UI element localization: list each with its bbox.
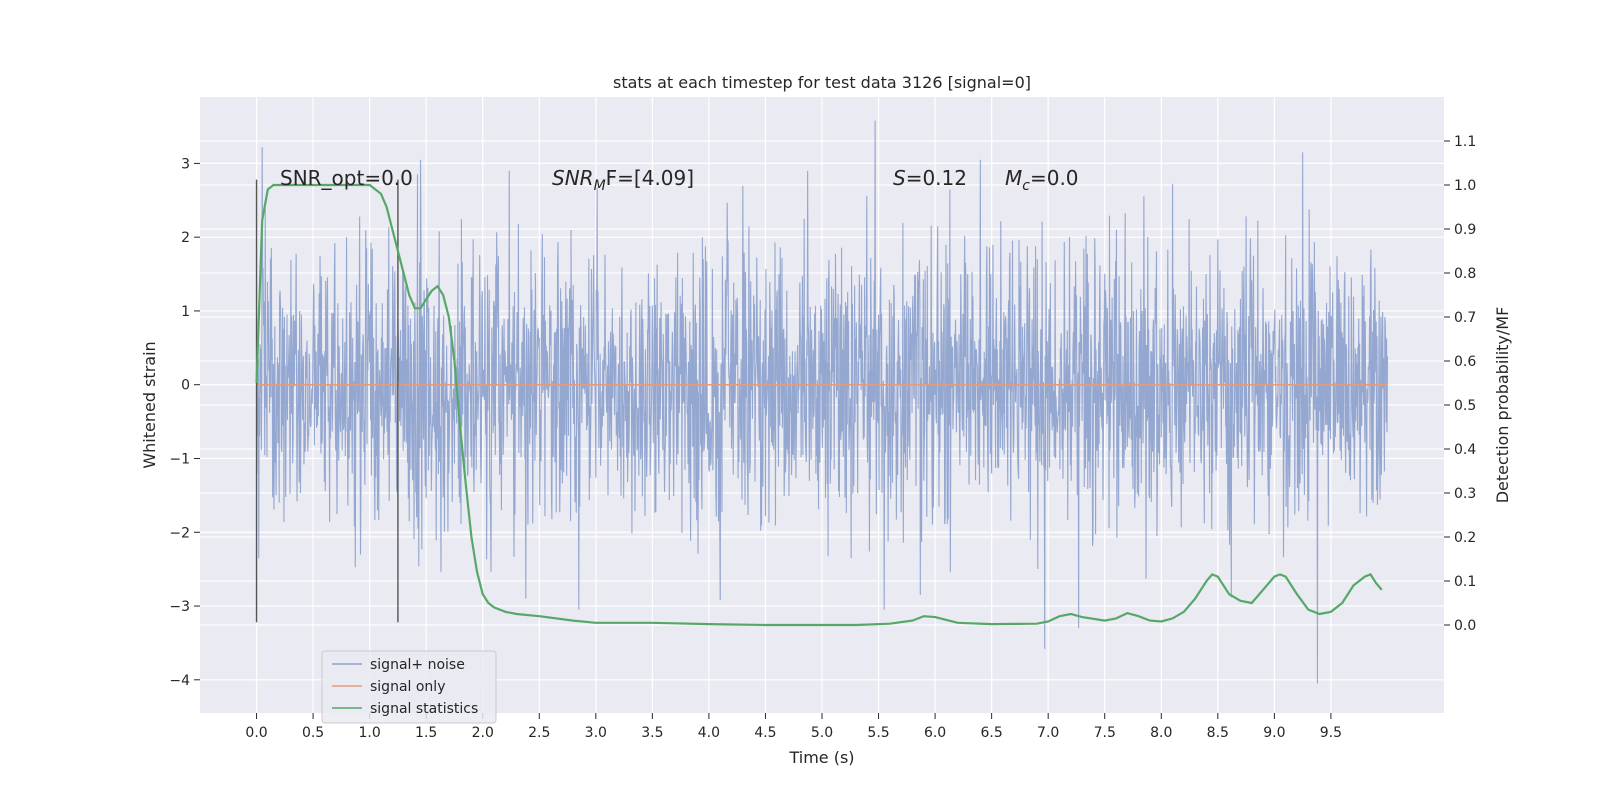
legend-label-signal-statistics: signal statistics [370,701,478,717]
y-tick-label: −1 [169,451,190,467]
annotation-mc-sub: c [1022,178,1030,194]
legend: signal+ noise signal only signal statist… [321,650,497,724]
y-tick-label: −2 [169,525,190,541]
x-tick-label: 3.5 [641,725,663,741]
x-axis-label: Time (s) [788,748,854,767]
x-tick-label: 2.0 [472,725,494,741]
y2-tick-label: 0.2 [1454,530,1476,546]
x-tick-label: 9.5 [1320,725,1342,741]
x-tick-label: 4.0 [698,725,720,741]
signal-noise-series [256,120,1388,684]
y-tick-label: 1 [181,304,190,320]
signal-noise-line [256,120,1388,684]
annotation-snr-mf: SNRMF=[4.09] [552,166,694,194]
y-tick-label: −3 [169,599,190,615]
annotation-s: S=0.12 [893,166,967,190]
y-tick-label: 0 [181,378,190,394]
x-tick-label: 5.5 [867,725,889,741]
x-tick-label: 3.0 [585,725,607,741]
x-ticks: 0.0 0.5 1.0 1.5 2.0 2.5 3.0 3.5 4.0 4.5 5.0 5.5 6.0 6… [245,713,1342,741]
annotation-snr-mf-prefix: SNR [552,166,594,190]
y2-tick-label: 0.0 [1454,618,1476,634]
y2-tick-label: 0.8 [1454,266,1476,282]
signal-statistics-line [255,183,1383,627]
annotation-snr-mf-sub: M [594,178,606,194]
x-tick-label: 4.5 [754,725,776,741]
x-tick-label: 5.0 [811,725,833,741]
x-tick-label: 6.5 [981,725,1003,741]
y2-tick-label: 0.9 [1454,222,1476,238]
y2-axis-label: Detection probability/MF [1493,307,1512,504]
x-tick-label: 2.5 [528,725,550,741]
y2-tick-label: 0.4 [1454,442,1476,458]
x-tick-label: 9.0 [1263,725,1285,741]
x-tick-label: 1.5 [415,725,437,741]
y2-tick-label: 0.6 [1454,354,1476,370]
annotation-mc-prefix: M [1005,166,1022,190]
annotation-s-prefix: S [893,166,906,190]
y2-tick-label: 0.7 [1454,310,1476,326]
y2-tick-label: 1.0 [1454,178,1476,194]
y2-tick-label: 0.1 [1454,574,1476,590]
annotation-mc-value: =0.0 [1030,166,1079,190]
x-tick-label: 6.0 [924,725,946,741]
annotation-s-value: =0.12 [906,166,967,190]
x-tick-label: 7.5 [1094,725,1116,741]
x-tick-label: 1.0 [359,725,381,741]
y-tick-label: 3 [181,156,190,172]
annotation-mc: Mc=0.0 [1005,166,1079,194]
legend-label-signal-only: signal only [370,679,445,695]
y2-tick-label: 1.1 [1454,134,1476,150]
signal-statistics-series [255,183,1383,627]
y-axis-label: Whitened strain [140,341,159,468]
x-tick-label: 0.0 [245,725,267,741]
y-tick-label: −4 [169,673,190,689]
y-tick-label: 2 [181,230,190,246]
legend-label-signal-noise: signal+ noise [370,657,465,673]
chart-title: stats at each timestep for test data 312… [613,73,1031,92]
x-tick-label: 8.0 [1150,725,1172,741]
y2-tick-label: 0.3 [1454,486,1476,502]
legend-box [321,650,497,724]
annotation-snr-opt: SNR_opt=0.0 [280,166,413,190]
annotation-snr-mf-suffix: F=[4.09] [606,166,694,190]
x-tick-label: 0.5 [302,725,324,741]
y2-tick-label: 0.5 [1454,398,1476,414]
x-tick-label: 7.0 [1037,725,1059,741]
x-tick-label: 8.5 [1207,725,1229,741]
y2-ticks: 1.1 1.0 0.9 0.8 0.7 0.6 0.5 0.4 0.3 0.2 0.1 0.0 [1444,134,1476,634]
y-ticks: 3 2 1 0 −1 −2 −3 −4 [169,156,200,689]
